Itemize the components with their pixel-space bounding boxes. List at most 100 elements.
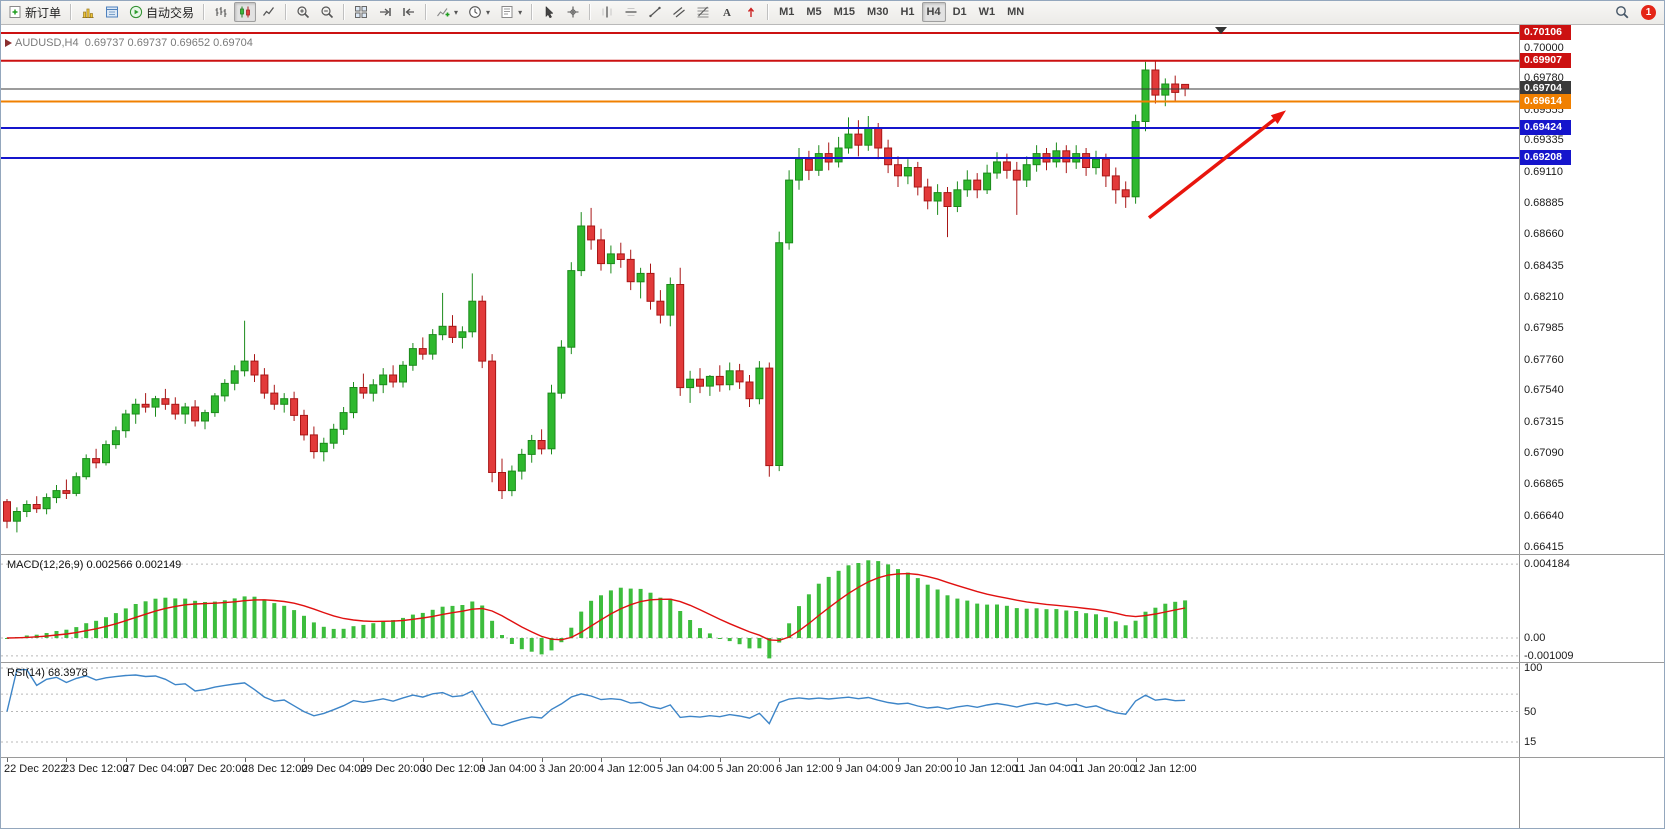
cursor-button[interactable]	[538, 2, 560, 22]
time-axis-tick	[601, 758, 602, 762]
magnifier-icon	[1616, 6, 1629, 19]
price-axis-label: 0.68210	[1524, 291, 1564, 303]
macd-histogram-bar	[876, 561, 881, 638]
macd-histogram-bar	[391, 620, 396, 638]
macd-histogram-bar	[163, 597, 168, 639]
new-order-button[interactable]: 新订单	[4, 2, 65, 22]
indicators-icon	[437, 8, 450, 17]
macd-histogram-bar	[737, 638, 742, 645]
time-axis-tick	[482, 758, 483, 762]
auto-scroll-button[interactable]	[398, 2, 420, 22]
time-axis-tick	[304, 758, 305, 762]
macd-histogram-bar	[212, 601, 217, 639]
trendline-button[interactable]	[644, 2, 666, 22]
chart-shift-button[interactable]	[374, 2, 396, 22]
time-axis-tick	[185, 758, 186, 762]
macd-signal-line	[6, 572, 1186, 642]
indicators-button[interactable]: ▾	[432, 2, 462, 22]
timeframe-w1-button[interactable]: W1	[974, 2, 1001, 22]
notification-badge[interactable]: 1	[1641, 4, 1656, 20]
macd-histogram-bar	[450, 605, 455, 638]
macd-histogram-bar	[856, 563, 861, 638]
macd-scale-label: -0.001009	[1524, 650, 1574, 662]
macd-panel[interactable]	[1, 555, 1519, 661]
timeframe-h1-button[interactable]: H1	[895, 2, 919, 22]
one-click-trading-toggle[interactable]	[5, 39, 12, 47]
price-axis-label: 0.68885	[1524, 197, 1564, 209]
periods-button[interactable]: ▾	[464, 2, 494, 22]
line-chart-button[interactable]	[258, 2, 280, 22]
macd-histogram-bar	[1014, 608, 1019, 638]
vertical-line-button[interactable]	[596, 2, 618, 22]
symbol-name: AUDUSD,H4	[15, 37, 79, 49]
crosshair-button[interactable]	[562, 2, 584, 22]
toolbar-separator	[285, 4, 288, 20]
market-watch-button[interactable]	[77, 2, 99, 22]
timeframe-d1-button[interactable]: D1	[948, 2, 972, 22]
time-axis-tick	[660, 758, 661, 762]
trend-arrow-object[interactable]	[1147, 115, 1279, 220]
timeframe-mn-button[interactable]: MN	[1002, 2, 1029, 22]
time-axis-tick	[898, 758, 899, 762]
equidistant-channel-button[interactable]	[668, 2, 690, 22]
time-axis-label: 9 Jan 04:00	[836, 763, 894, 775]
timeframe-m1-button[interactable]: M1	[774, 2, 799, 22]
tile-windows-button[interactable]	[350, 2, 372, 22]
timeframe-m30-button[interactable]: M30	[862, 2, 893, 22]
time-axis-tick	[779, 758, 780, 762]
price-axis-label: 0.67315	[1524, 416, 1564, 428]
macd-histogram-bar	[925, 584, 930, 639]
macd-histogram-bar	[945, 595, 950, 638]
arrows-button[interactable]	[740, 2, 762, 22]
horizontal-line-button[interactable]	[620, 2, 642, 22]
bar-chart-button[interactable]	[210, 2, 232, 22]
macd-histogram-bar	[935, 589, 940, 638]
macd-histogram-bar	[589, 600, 594, 638]
fibonacci-button[interactable]	[692, 2, 714, 22]
text-button[interactable]: A	[716, 2, 738, 22]
macd-histogram-bar	[242, 596, 247, 639]
search-button[interactable]	[1611, 2, 1633, 22]
macd-histogram-bar	[361, 624, 366, 638]
macd-histogram-bar	[1024, 608, 1029, 638]
chart-shift-marker[interactable]	[1215, 27, 1227, 34]
macd-histogram-bar	[460, 605, 465, 638]
rsi-line	[6, 668, 1186, 727]
data-window-button[interactable]	[101, 2, 123, 22]
rsi-scale-label: 100	[1524, 662, 1543, 674]
timeframe-m5-button[interactable]: M5	[801, 2, 826, 22]
macd-histogram-bar	[1133, 620, 1138, 639]
zoom-in-button[interactable]	[292, 2, 314, 22]
timeframe-h4-button[interactable]: H4	[921, 2, 946, 22]
macd-histogram-bar	[648, 592, 653, 638]
price-scale[interactable]: 0.70000 0.69780 0.69555 0.69335 0.69110 0.688…	[1519, 25, 1664, 828]
macd-histogram-bar	[509, 638, 514, 644]
macd-histogram-bar	[232, 598, 237, 638]
macd-label: MACD(12,26,9) 0.002566 0.002149	[7, 559, 181, 571]
macd-histogram-bar	[965, 600, 970, 639]
templates-button[interactable]: ▾	[496, 2, 526, 22]
ohlc-values: 0.69737 0.69737 0.69652 0.69704	[84, 37, 253, 49]
zoom-out-button[interactable]	[316, 2, 338, 22]
macd-histogram-bar	[430, 609, 435, 639]
price-chart[interactable]	[1, 25, 1519, 553]
time-axis-tick	[7, 758, 8, 762]
rsi-panel[interactable]	[1, 663, 1519, 757]
pane-separator[interactable]	[1, 757, 1664, 758]
macd-histogram-bar	[806, 594, 811, 639]
pane-separator[interactable]	[1, 662, 1664, 663]
macd-histogram-bar	[500, 635, 504, 639]
autotrading-button[interactable]: 自动交易	[125, 2, 198, 22]
candlestick-chart-button[interactable]	[234, 2, 257, 22]
time-axis[interactable]: 22 Dec 2022 23 Dec 12:00 27 Dec 04:00 27 De…	[1, 758, 1519, 780]
time-axis-label: 3 Jan 04:00	[479, 763, 537, 775]
macd-histogram-bar	[1123, 625, 1128, 638]
time-axis-tick	[957, 758, 958, 762]
timeframe-m15-button[interactable]: M15	[829, 2, 860, 22]
macd-histogram-bar	[1173, 601, 1178, 638]
svg-text:A: A	[723, 7, 731, 19]
pane-separator[interactable]	[1, 554, 1664, 555]
macd-histogram-bar	[618, 587, 623, 638]
macd-histogram-bar	[133, 604, 138, 638]
macd-name: MACD(12,26,9)	[7, 559, 84, 571]
